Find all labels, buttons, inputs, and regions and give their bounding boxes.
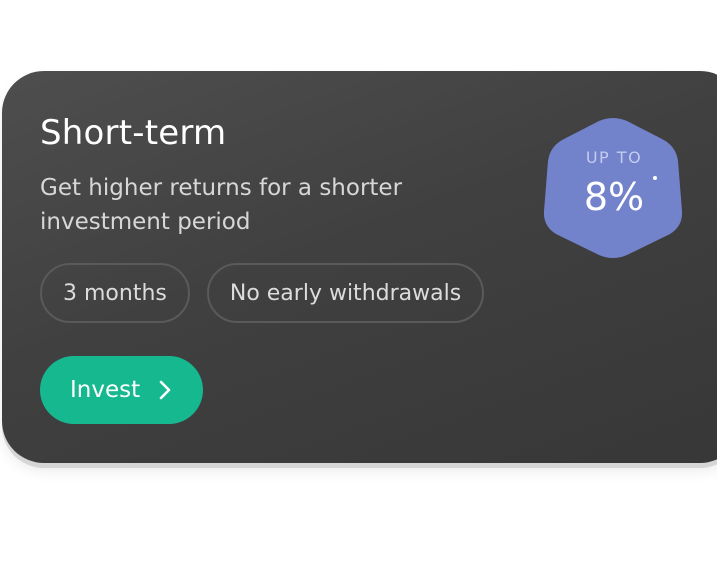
investment-plan-card: Short-term Get higher returns for a shor…	[2, 71, 717, 463]
invest-button[interactable]: Invest	[40, 356, 203, 424]
rate-badge: UP TO 8%	[542, 115, 684, 259]
tag-withdrawal-policy: No early withdrawals	[206, 263, 485, 323]
chevron-right-icon	[158, 379, 172, 401]
badge-caption: UP TO	[585, 148, 643, 167]
plan-tags: 3 months No early withdrawals	[40, 263, 485, 323]
plan-title: Short-term	[40, 113, 227, 153]
badge-rate: 8%	[583, 175, 645, 219]
plan-description: Get higher returns for a shorter investm…	[40, 175, 403, 235]
sparkle-dot	[653, 176, 657, 180]
hexagon-badge-shape	[543, 118, 683, 258]
tag-duration: 3 months	[40, 263, 190, 323]
invest-button-label: Invest	[70, 377, 141, 403]
